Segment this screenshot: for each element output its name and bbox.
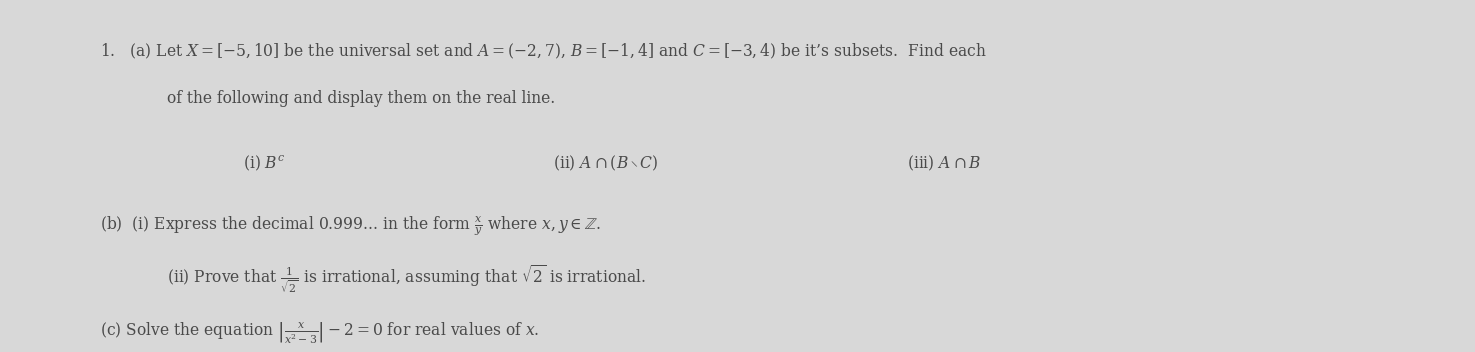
Text: (b)  (i) Express the decimal 0.999... in the form $\frac{x}{y}$ where $x, y \in : (b) (i) Express the decimal 0.999... in … xyxy=(100,214,602,237)
Text: 1.   (a) Let $X = [-5, 10]$ be the universal set and $A = (-2, 7)$, $B = [-1, 4]: 1. (a) Let $X = [-5, 10]$ be the univers… xyxy=(100,42,987,61)
Text: (c) Solve the equation $\left|\frac{x}{x^2-3}\right| - 2 = 0$ for real values of: (c) Solve the equation $\left|\frac{x}{x… xyxy=(100,321,540,346)
Text: (ii) Prove that $\frac{1}{\sqrt{2}}$ is irrational, assuming that $\sqrt{2}$ is : (ii) Prove that $\frac{1}{\sqrt{2}}$ is … xyxy=(167,264,646,295)
Text: of the following and display them on the real line.: of the following and display them on the… xyxy=(167,90,555,107)
Text: (iii) $A \cap B$: (iii) $A \cap B$ xyxy=(907,154,982,173)
Text: (i) $B^c$: (i) $B^c$ xyxy=(243,154,286,173)
Text: (ii) $A \cap (B \setminus C)$: (ii) $A \cap (B \setminus C)$ xyxy=(553,154,659,173)
